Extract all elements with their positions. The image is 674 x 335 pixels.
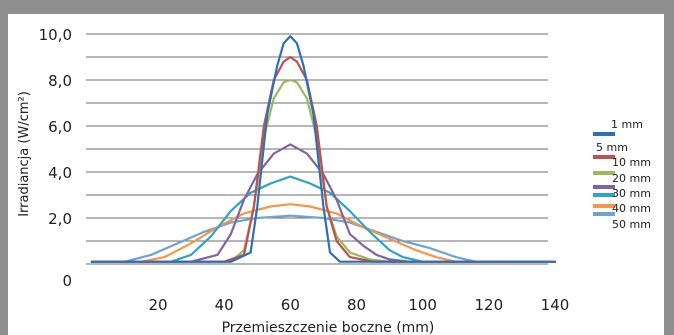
x-tick-label: 40 <box>215 296 234 314</box>
chart-panel: 10,0 8,0 6,0 4,0 2,0 0 20 40 60 80 100 120 140 Przemi… <box>8 14 664 335</box>
x-tick-label: 80 <box>347 296 366 314</box>
legend-swatch <box>593 193 615 197</box>
series-line <box>90 175 557 263</box>
y-tick-label: 8,0 <box>48 72 72 90</box>
chart-plot: 10,0 8,0 6,0 4,0 2,0 0 20 40 60 80 100 120 140 Przemi… <box>17 26 651 335</box>
legend-label: 40 mm <box>612 202 651 215</box>
x-tick-label: 60 <box>281 296 300 314</box>
y-tick-label: 6,0 <box>48 118 72 136</box>
series-line <box>90 55 557 263</box>
legend-label: 10 mm <box>612 156 651 169</box>
legend-swatch <box>593 185 615 189</box>
legend-label: 50 mm <box>612 218 651 231</box>
series-line <box>90 35 557 263</box>
legend-label: 20 mm <box>612 172 651 185</box>
legend-swatch <box>593 204 615 208</box>
x-tick-label: 140 <box>541 296 570 314</box>
y-tick-label: 0 <box>62 272 72 290</box>
series-line <box>90 143 557 263</box>
x-tick-label: 100 <box>408 296 437 314</box>
legend-label: 30 mm <box>612 187 651 200</box>
series-line <box>90 203 557 263</box>
y-tick-label: 2,0 <box>48 210 72 228</box>
x-axis-label: Przemieszczenie boczne (mm) <box>222 320 435 335</box>
legend-label: 5 mm <box>596 141 628 154</box>
series-line <box>90 214 557 263</box>
y-axis-label: Irradiancja (W/cm²) <box>17 91 32 217</box>
x-tick-label: 120 <box>475 296 504 314</box>
legend-swatch <box>593 132 615 136</box>
y-tick-label: 4,0 <box>48 164 72 182</box>
legend-swatch <box>593 155 615 159</box>
x-tick-label: 20 <box>148 296 167 314</box>
y-tick-label: 10,0 <box>39 26 72 44</box>
legend-swatch <box>593 212 615 216</box>
legend-label: 1 mm <box>611 118 643 131</box>
legend-swatch <box>593 171 615 175</box>
